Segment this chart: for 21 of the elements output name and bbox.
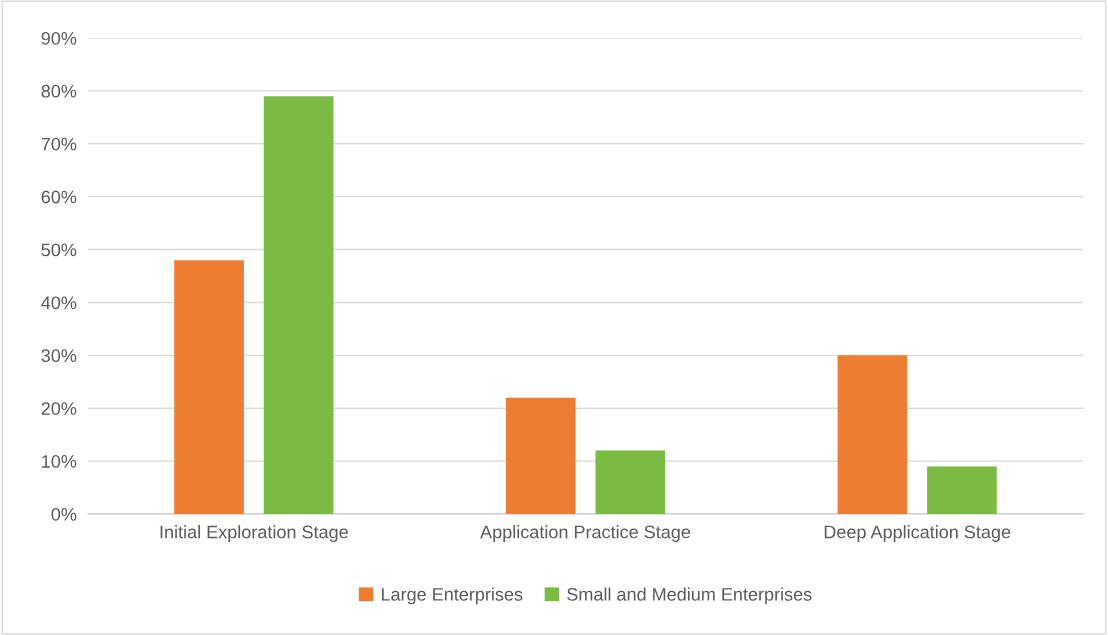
x-tick-label: Deep Application Stage <box>824 525 1011 542</box>
y-tick-label: 20% <box>41 402 77 415</box>
y-tick-label: 0% <box>51 507 77 521</box>
y-tick-label: 90% <box>41 31 77 45</box>
y-tick-label: 80% <box>41 84 77 98</box>
bar <box>263 96 334 514</box>
bar <box>837 355 908 514</box>
bar <box>927 466 997 514</box>
y-tick-label: 50% <box>41 243 77 257</box>
y-tick-label: 60% <box>41 190 77 204</box>
legend-label: Small and Medium Enterprises <box>567 587 812 605</box>
y-tick-label: 70% <box>41 137 77 151</box>
y-tick-label: 10% <box>42 455 77 468</box>
y-tick-label: 40% <box>41 296 77 310</box>
y-tick-label: 30% <box>41 349 77 363</box>
x-tick-label: Initial Exploration Stage <box>160 525 348 542</box>
bar <box>595 450 666 514</box>
legend-label: Large Enterprises <box>381 587 523 605</box>
x-tick-label: Application Practice Stage <box>480 525 691 542</box>
bar <box>505 397 576 514</box>
bar <box>174 260 244 514</box>
